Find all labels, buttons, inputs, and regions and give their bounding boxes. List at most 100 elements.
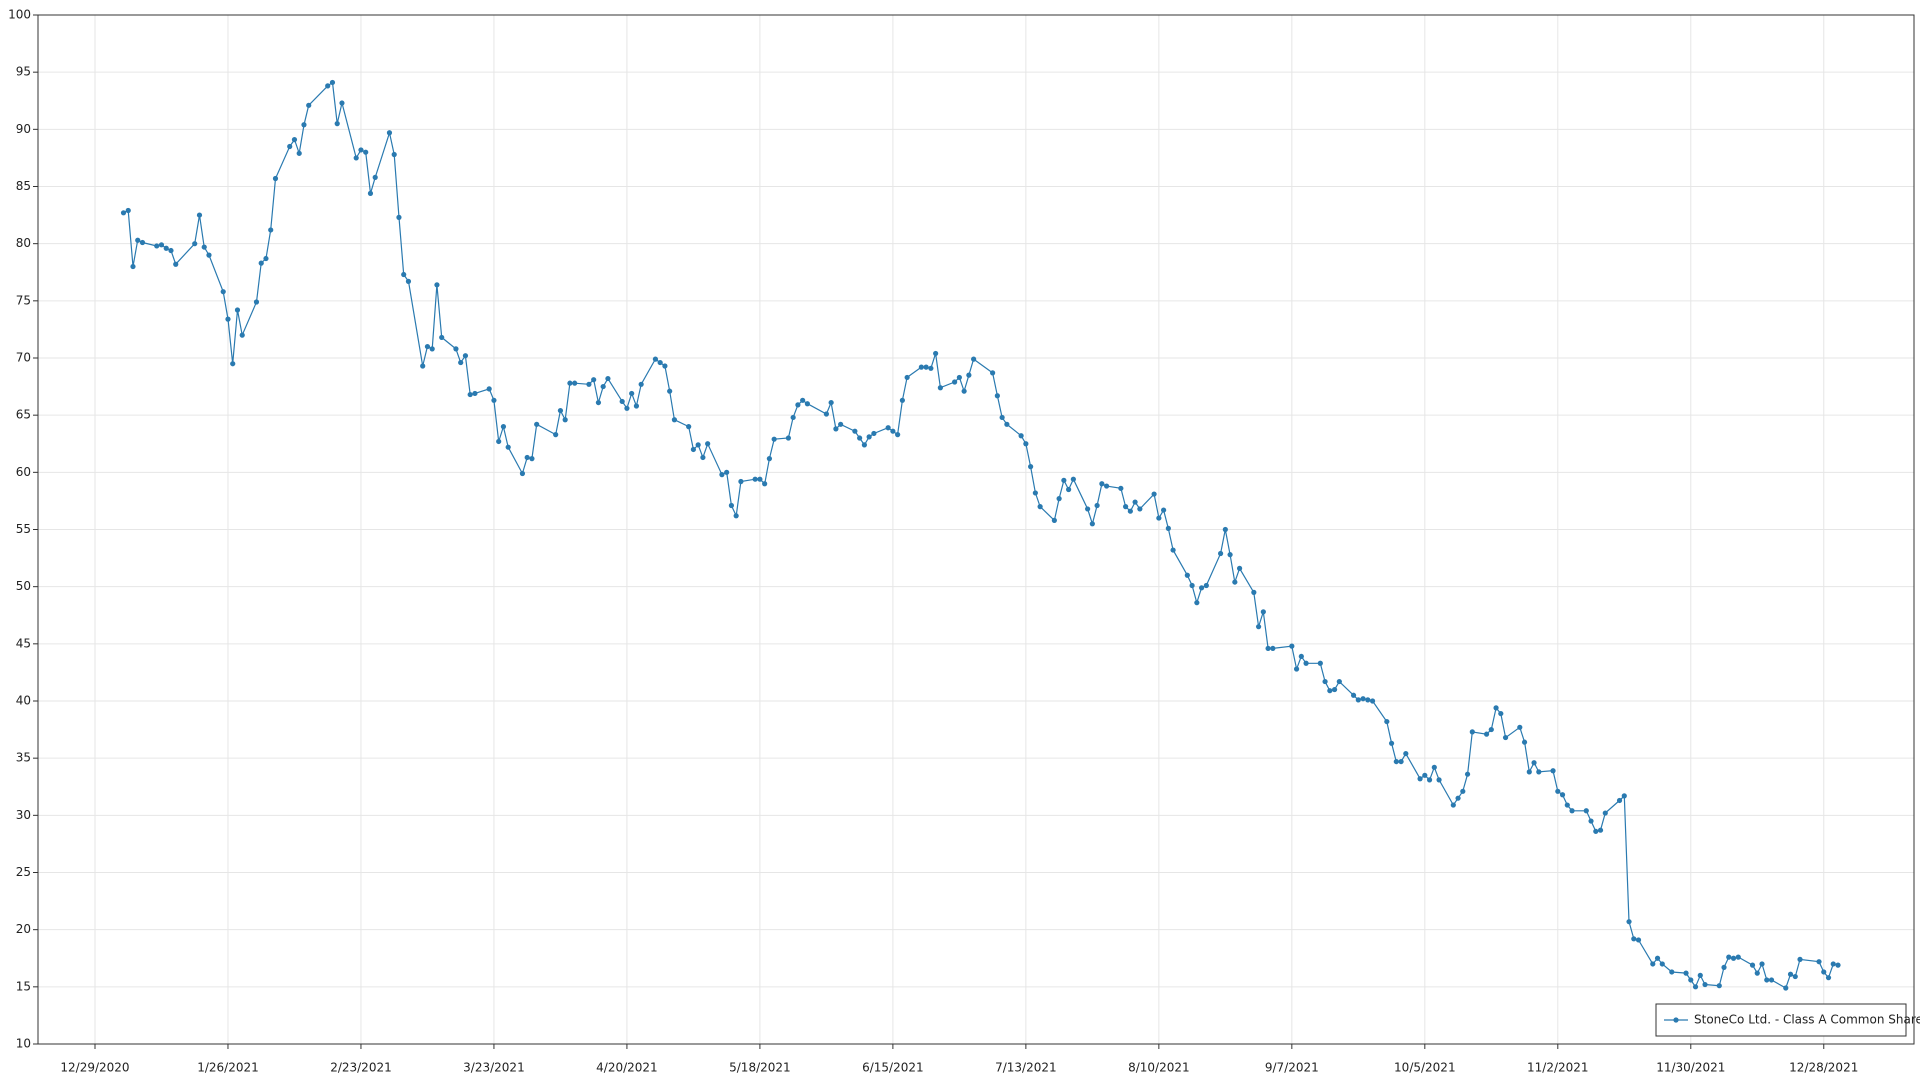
data-point: [396, 214, 402, 220]
data-point: [130, 263, 136, 270]
data-point: [828, 399, 834, 406]
data-point: [491, 397, 497, 403]
data-point: [1161, 507, 1167, 513]
data-point: [168, 247, 174, 254]
data-point: [1236, 565, 1243, 571]
data-point: [1654, 955, 1661, 961]
data-point: [154, 243, 160, 249]
y-tick-label: 85: [16, 179, 31, 193]
data-point: [1156, 515, 1162, 521]
data-point: [239, 332, 245, 338]
y-tick-label: 60: [16, 465, 31, 479]
data-point: [1151, 491, 1157, 497]
data-point: [895, 432, 901, 438]
data-point: [467, 391, 473, 398]
data-point: [500, 424, 507, 430]
data-point: [857, 435, 863, 441]
data-point: [804, 401, 810, 407]
data-point: [1469, 729, 1475, 735]
data-point: [1716, 983, 1722, 989]
data-point: [139, 239, 146, 246]
data-point: [733, 513, 739, 519]
data-point: [405, 278, 412, 284]
data-point: [1721, 964, 1727, 970]
data-point: [272, 175, 279, 182]
data-point: [1455, 795, 1461, 801]
data-point: [353, 155, 359, 161]
x-tick-label: 12/28/2021: [1789, 1061, 1858, 1075]
data-point: [1426, 777, 1433, 783]
y-tick-label: 30: [16, 808, 31, 822]
data-point: [1493, 705, 1499, 711]
data-point: [871, 430, 877, 437]
data-point: [358, 147, 364, 153]
data-point: [462, 353, 469, 359]
data-point: [700, 454, 706, 461]
data-point: [1303, 660, 1309, 666]
data-point: [1104, 483, 1110, 489]
data-point: [1023, 441, 1029, 447]
y-tick-label: 100: [8, 8, 31, 22]
data-point: [937, 385, 943, 391]
data-point: [952, 379, 958, 385]
data-point: [1265, 645, 1271, 652]
data-point: [1517, 724, 1523, 730]
data-point: [268, 227, 274, 233]
data-point: [1783, 985, 1789, 991]
data-point: [234, 307, 241, 313]
data-point: [766, 456, 773, 462]
data-point: [1730, 955, 1737, 961]
y-tick-label: 20: [16, 922, 31, 936]
data-point: [1483, 731, 1490, 737]
data-point: [1194, 600, 1200, 606]
data-point: [885, 425, 891, 431]
data-point: [1061, 477, 1067, 483]
data-point: [690, 446, 697, 453]
data-point: [1531, 760, 1537, 766]
data-point: [1597, 827, 1604, 833]
data-point: [1037, 504, 1043, 510]
data-point: [363, 149, 369, 155]
data-point: [386, 130, 393, 136]
data-point: [1735, 954, 1741, 960]
data-point: [1569, 808, 1575, 814]
data-point: [1198, 585, 1205, 591]
data-point: [173, 261, 179, 267]
x-tick-label: 12/29/2020: [60, 1061, 129, 1075]
data-point: [1792, 973, 1798, 980]
data-point: [1555, 788, 1561, 794]
x-tick-label: 1/26/2021: [197, 1061, 259, 1075]
x-tick-label: 10/5/2021: [1394, 1061, 1456, 1075]
data-point: [1502, 734, 1509, 741]
data-point: [1132, 499, 1138, 505]
data-point: [1298, 653, 1304, 660]
series-line: [123, 81, 1839, 989]
data-point: [1384, 718, 1390, 725]
data-point: [1659, 961, 1665, 967]
data-point: [1355, 697, 1361, 703]
data-point: [994, 393, 1000, 399]
data-point: [1825, 975, 1832, 981]
data-point: [1099, 481, 1105, 487]
data-point: [928, 365, 934, 371]
data-point: [1688, 977, 1694, 983]
data-point: [1317, 660, 1323, 666]
data-point: [1702, 981, 1708, 988]
data-point: [505, 444, 511, 450]
data-point: [866, 434, 872, 440]
data-point: [738, 478, 744, 485]
data-point: [1056, 496, 1062, 502]
data-point: [657, 359, 663, 366]
data-point: [1289, 643, 1295, 649]
y-tick-label: 80: [16, 236, 31, 250]
data-point: [1336, 678, 1342, 685]
data-point: [1085, 506, 1091, 512]
data-point: [125, 207, 131, 214]
data-point: [1697, 972, 1703, 979]
data-point: [956, 374, 962, 381]
data-point: [1726, 954, 1732, 960]
data-point: [795, 402, 801, 408]
y-tick-label: 10: [16, 1037, 31, 1051]
data-point: [1251, 589, 1257, 595]
data-point: [1583, 808, 1589, 814]
